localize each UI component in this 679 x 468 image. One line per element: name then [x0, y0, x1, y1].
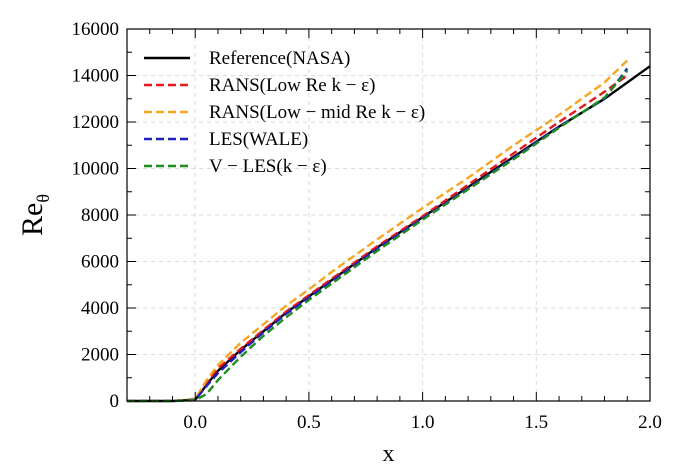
legend-label: RANS(Low Re k − ε)	[209, 75, 375, 96]
y-tick-label: 2000	[81, 345, 119, 366]
y-axis-title-subscript: θ	[33, 194, 53, 203]
y-axis-title-base: Re	[16, 203, 49, 236]
x-axis-title: x	[383, 441, 395, 467]
y-tick-label: 0	[110, 391, 120, 412]
x-tick-label: 1.0	[411, 412, 435, 433]
legend-label: Reference(NASA)	[209, 48, 350, 69]
x-tick-label: 0.0	[183, 412, 207, 433]
plot-frame	[126, 28, 651, 402]
x-tick-label: 1.5	[524, 412, 548, 433]
legend-label: LES(WALE)	[209, 129, 308, 150]
y-tick-label: 14000	[72, 66, 120, 87]
legend: Reference(NASA) RANS(Low Re k − ε) RANS(Lo…	[144, 48, 425, 177]
x-tick-label: 0.5	[297, 412, 321, 433]
y-tick-label: 16000	[72, 19, 120, 40]
legend-label: V − LES(k − ε)	[209, 156, 327, 177]
y-axis-title: Reθ	[16, 194, 53, 236]
y-tick-label: 4000	[81, 298, 119, 319]
y-tick-label: 12000	[72, 112, 120, 133]
legend-label: RANS(Low − mid Re k − ε)	[209, 102, 425, 123]
x-tick-label: 2.0	[638, 412, 662, 433]
y-tick-label: 8000	[81, 205, 119, 226]
ticks: 0.0 0.5 1.0 1.5 2.0 0 2000 4000 6000 8000 10000 120…	[72, 19, 662, 433]
y-tick-label: 6000	[81, 252, 119, 273]
y-tick-label: 10000	[72, 159, 120, 180]
grid	[127, 28, 651, 402]
